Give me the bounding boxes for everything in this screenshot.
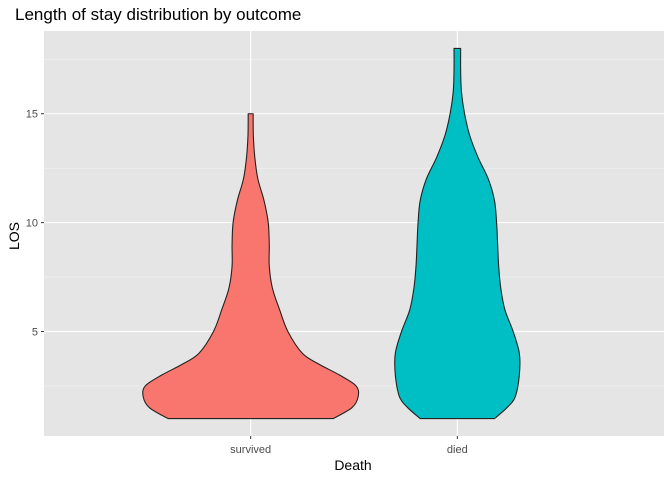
plot-panel: [44, 31, 664, 436]
x-tick-label: survived: [230, 444, 271, 456]
x-axis-ticks: survived died: [230, 436, 468, 456]
violin-died: [394, 47, 521, 420]
y-axis-title: LOS: [6, 222, 22, 250]
chart-title: Length of stay distribution by outcome: [15, 5, 301, 24]
y-tick-label: 15: [26, 109, 38, 121]
y-axis-ticks: 5 10 15: [26, 109, 44, 338]
violins: [142, 47, 521, 420]
x-tick-label: died: [447, 444, 468, 456]
violin-survived: [142, 113, 360, 420]
y-tick-label: 5: [32, 326, 38, 338]
x-axis-title: Death: [334, 457, 371, 473]
y-tick-label: 10: [26, 218, 38, 230]
